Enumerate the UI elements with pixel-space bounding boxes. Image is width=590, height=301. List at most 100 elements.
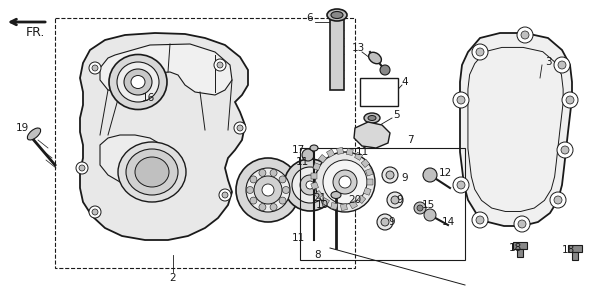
Circle shape bbox=[279, 197, 286, 204]
Circle shape bbox=[217, 62, 223, 68]
Ellipse shape bbox=[368, 116, 376, 120]
Polygon shape bbox=[80, 33, 248, 240]
Circle shape bbox=[323, 160, 367, 204]
Circle shape bbox=[472, 44, 488, 60]
Bar bbox=[365, 168, 373, 176]
Circle shape bbox=[246, 168, 290, 212]
Text: 5: 5 bbox=[393, 110, 399, 120]
Circle shape bbox=[219, 189, 231, 201]
Ellipse shape bbox=[126, 149, 178, 195]
Circle shape bbox=[315, 152, 375, 212]
Bar bbox=[363, 188, 371, 195]
Polygon shape bbox=[100, 135, 168, 185]
Circle shape bbox=[292, 167, 328, 203]
Bar bbox=[337, 147, 343, 154]
Circle shape bbox=[283, 187, 290, 194]
Circle shape bbox=[521, 31, 529, 39]
Circle shape bbox=[561, 146, 569, 154]
Ellipse shape bbox=[131, 76, 145, 88]
Circle shape bbox=[259, 203, 266, 211]
Ellipse shape bbox=[310, 145, 318, 151]
Circle shape bbox=[550, 192, 566, 208]
Circle shape bbox=[214, 59, 226, 71]
Bar bbox=[311, 182, 319, 190]
Circle shape bbox=[417, 205, 423, 211]
Ellipse shape bbox=[331, 191, 341, 198]
Ellipse shape bbox=[109, 54, 167, 110]
Circle shape bbox=[76, 162, 88, 174]
Circle shape bbox=[457, 181, 465, 189]
Circle shape bbox=[262, 184, 274, 196]
Text: 9: 9 bbox=[389, 217, 395, 227]
Text: 19: 19 bbox=[15, 123, 29, 133]
Text: 20: 20 bbox=[349, 195, 362, 205]
Bar bbox=[300, 148, 465, 260]
Text: 13: 13 bbox=[352, 43, 365, 53]
Circle shape bbox=[79, 165, 85, 171]
Text: 17: 17 bbox=[291, 145, 304, 155]
Ellipse shape bbox=[364, 113, 380, 123]
Bar bbox=[367, 179, 373, 185]
Circle shape bbox=[333, 170, 357, 194]
Circle shape bbox=[517, 27, 533, 43]
Text: 11: 11 bbox=[291, 233, 304, 243]
Circle shape bbox=[300, 175, 320, 195]
Text: 14: 14 bbox=[441, 217, 455, 227]
Text: 9: 9 bbox=[402, 173, 408, 183]
Text: 10: 10 bbox=[316, 200, 329, 210]
Circle shape bbox=[424, 209, 436, 221]
Text: 11: 11 bbox=[355, 147, 369, 157]
Ellipse shape bbox=[369, 52, 381, 64]
Circle shape bbox=[391, 196, 399, 204]
Circle shape bbox=[414, 202, 426, 214]
Text: 11: 11 bbox=[296, 157, 309, 167]
Bar bbox=[326, 149, 335, 157]
Bar bbox=[349, 201, 358, 209]
Circle shape bbox=[518, 220, 526, 228]
Circle shape bbox=[270, 203, 277, 211]
Circle shape bbox=[236, 158, 300, 222]
Polygon shape bbox=[460, 33, 572, 226]
Text: 6: 6 bbox=[307, 13, 313, 23]
Text: 18: 18 bbox=[561, 245, 575, 255]
Circle shape bbox=[222, 192, 228, 198]
Circle shape bbox=[250, 176, 257, 183]
Bar bbox=[331, 203, 337, 209]
Circle shape bbox=[234, 122, 246, 134]
Bar bbox=[358, 195, 366, 203]
Circle shape bbox=[89, 206, 101, 218]
Circle shape bbox=[554, 57, 570, 73]
Polygon shape bbox=[100, 44, 232, 95]
Bar bbox=[311, 173, 317, 179]
Circle shape bbox=[89, 62, 101, 74]
Text: 8: 8 bbox=[314, 250, 322, 260]
Bar bbox=[340, 203, 348, 211]
Circle shape bbox=[423, 168, 437, 182]
Ellipse shape bbox=[135, 157, 169, 187]
Circle shape bbox=[566, 96, 574, 104]
Circle shape bbox=[254, 176, 282, 204]
Circle shape bbox=[237, 125, 243, 131]
Circle shape bbox=[92, 65, 98, 71]
Bar bbox=[330, 15, 344, 90]
Circle shape bbox=[382, 167, 398, 183]
Text: 2: 2 bbox=[170, 273, 176, 283]
Circle shape bbox=[381, 218, 389, 226]
Polygon shape bbox=[354, 122, 390, 148]
Circle shape bbox=[472, 212, 488, 228]
Circle shape bbox=[377, 214, 393, 230]
Circle shape bbox=[284, 159, 336, 211]
Bar bbox=[322, 198, 329, 206]
Circle shape bbox=[302, 149, 314, 161]
Circle shape bbox=[453, 177, 469, 193]
Bar bbox=[355, 152, 363, 160]
Bar bbox=[568, 245, 582, 252]
Circle shape bbox=[247, 187, 254, 194]
Circle shape bbox=[476, 216, 484, 224]
Circle shape bbox=[558, 61, 566, 69]
Bar bbox=[360, 78, 398, 106]
Circle shape bbox=[259, 169, 266, 176]
Circle shape bbox=[250, 197, 257, 204]
Circle shape bbox=[387, 192, 403, 208]
Circle shape bbox=[476, 48, 484, 56]
